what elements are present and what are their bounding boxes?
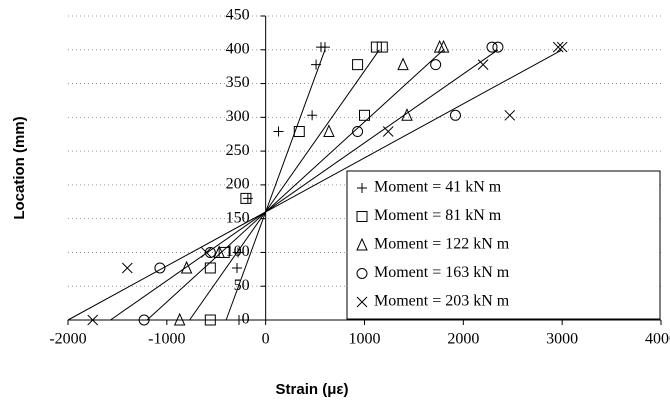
y-tick-label: 300: [226, 108, 250, 125]
legend-marker: [356, 296, 368, 308]
point: [477, 59, 489, 70]
y-tick-label: 200: [226, 176, 250, 193]
legend-label: Moment = 203 kN m: [374, 293, 510, 310]
legend-label: Moment = 81 kN m: [374, 207, 502, 224]
x-tick-label: -2000: [49, 331, 86, 348]
fit-line: [225, 49, 326, 321]
y-tick-label: 0: [242, 311, 250, 328]
point: [486, 41, 498, 53]
y-tick-label: 150: [226, 209, 250, 226]
y-tick-label: 350: [226, 74, 250, 91]
point: [87, 314, 99, 326]
x-axis-title: Strain (με): [276, 381, 349, 398]
legend-marker: [356, 268, 368, 279]
y-tick-label: 50: [234, 277, 250, 294]
legend-label: Moment = 163 kN m: [374, 264, 510, 281]
point: [232, 247, 243, 258]
y-tick-label: 450: [226, 7, 250, 24]
point: [240, 192, 252, 204]
point: [173, 312, 186, 326]
point: [352, 59, 364, 71]
point: [504, 109, 516, 121]
point: [233, 315, 244, 325]
x-tick-label: -1000: [148, 331, 185, 348]
point: [273, 126, 284, 137]
x-tick-label: 3000: [546, 331, 578, 348]
y-tick-label: 400: [226, 40, 250, 57]
legend-marker: [356, 237, 368, 251]
point: [201, 247, 212, 258]
fit-line: [67, 49, 563, 321]
point: [154, 262, 166, 274]
x-tick-label: 1000: [349, 331, 381, 348]
x-tick-label: 4000: [645, 331, 670, 348]
legend-box: [346, 170, 661, 320]
fit-line: [189, 49, 380, 321]
point: [492, 41, 504, 53]
point: [397, 57, 409, 71]
legend-marker: [357, 183, 367, 193]
legend: Moment = 41 kN m Moment = 81 kN m Moment =…: [346, 170, 661, 320]
x-tick-label: 0: [262, 331, 270, 348]
point: [180, 260, 193, 274]
point: [323, 124, 335, 138]
point: [319, 42, 330, 53]
point: [311, 59, 322, 70]
point: [204, 262, 216, 274]
point: [307, 110, 318, 121]
fit-line: [110, 49, 499, 321]
legend-label: Moment = 41 kN m: [374, 179, 502, 196]
point: [359, 109, 370, 121]
point: [437, 39, 450, 53]
legend-marker: [356, 211, 368, 222]
point: [552, 41, 564, 53]
point: [204, 246, 216, 258]
legend-label: Moment = 122 kN m: [374, 236, 510, 253]
point: [449, 109, 461, 121]
point: [121, 262, 133, 274]
point: [382, 126, 394, 137]
point: [204, 314, 216, 326]
y-tick-label: 250: [226, 142, 250, 159]
point: [213, 245, 225, 258]
point: [352, 126, 364, 138]
y-axis-title: Location (mm): [11, 116, 28, 219]
point: [293, 126, 305, 138]
point: [430, 59, 442, 71]
fit-line: [146, 49, 444, 321]
x-tick-label: 2000: [447, 331, 479, 348]
point: [556, 41, 568, 53]
point: [138, 314, 150, 326]
point: [376, 41, 388, 53]
point: [232, 262, 243, 273]
point: [370, 41, 382, 53]
